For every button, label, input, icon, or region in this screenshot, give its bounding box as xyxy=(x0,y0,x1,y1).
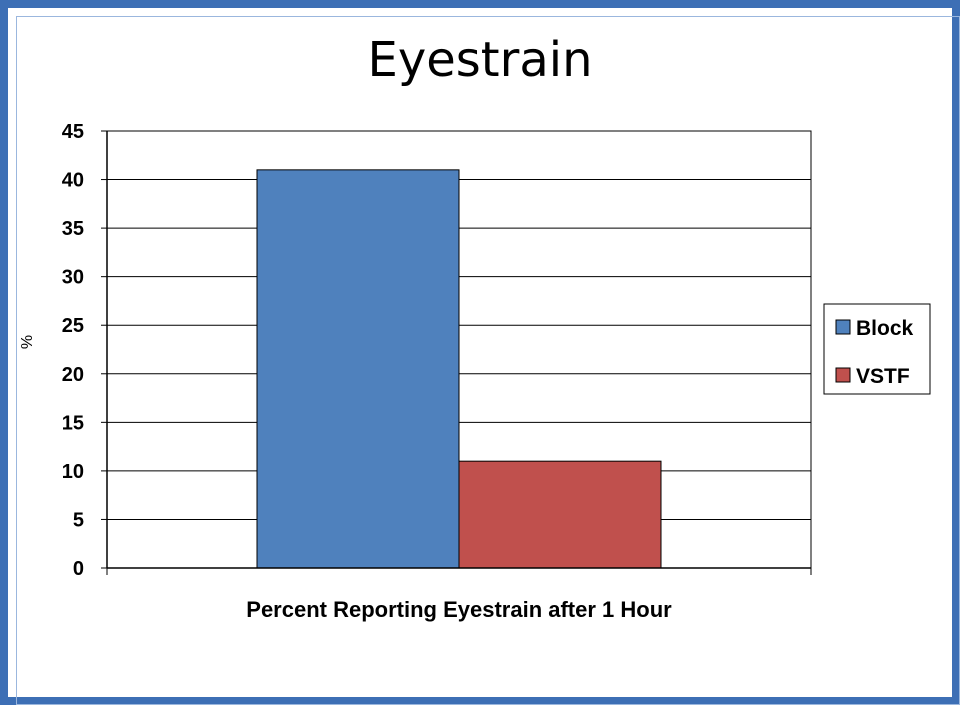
bar-vstf xyxy=(458,460,662,569)
y-axis-label: % xyxy=(19,335,36,349)
legend-label-vstf: VSTF xyxy=(856,365,910,388)
y-tick-label: 5 xyxy=(73,509,84,531)
y-tick-label: 35 xyxy=(62,218,84,240)
legend: Block VSTF xyxy=(823,303,931,395)
legend-swatch-vstf xyxy=(835,367,851,383)
bars xyxy=(256,169,662,569)
legend-label-block: Block xyxy=(856,317,914,340)
y-tick-label: 25 xyxy=(62,315,84,337)
y-tick-label: 0 xyxy=(73,558,84,580)
y-tick-label: 30 xyxy=(62,267,84,289)
legend-swatch-block xyxy=(835,319,851,335)
chart-title: Eyestrain xyxy=(368,32,593,88)
y-tick-label: 10 xyxy=(62,461,84,483)
x-axis-label: Percent Reporting Eyestrain after 1 Hour xyxy=(246,597,672,622)
y-tick-label: 40 xyxy=(62,170,84,192)
y-tick-label: 20 xyxy=(62,364,84,386)
bar-block xyxy=(256,169,460,569)
legend-box xyxy=(823,303,931,395)
y-tick-label: 45 xyxy=(62,121,84,143)
y-tick-labels: 0 5 10 15 20 25 30 35 40 45 xyxy=(62,121,84,580)
axes xyxy=(101,130,812,575)
y-tick-label: 15 xyxy=(62,412,84,434)
